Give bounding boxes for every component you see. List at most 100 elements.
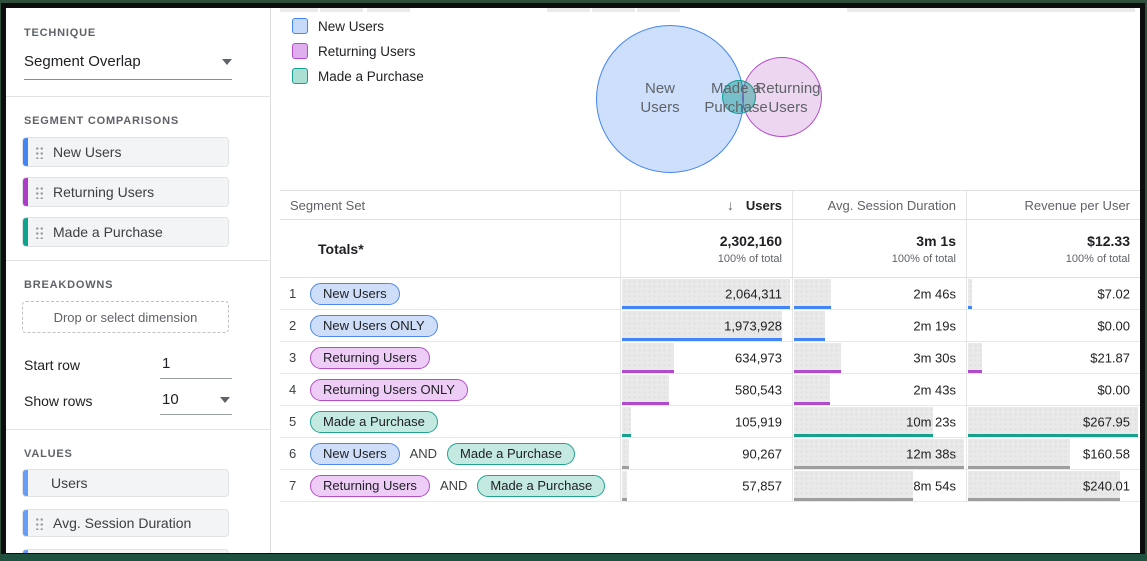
row-number: 4 xyxy=(289,382,297,397)
segment-pill[interactable]: New Users ONLY xyxy=(310,314,438,337)
value-color-bar xyxy=(23,470,28,496)
row-number: 7 xyxy=(289,478,297,493)
users-cell: 2,064,311 xyxy=(620,278,792,309)
values-label: VALUES xyxy=(24,448,73,460)
cut-off-chip-top xyxy=(280,8,318,12)
venn-legend: New Users Returning Users Made a Purchas… xyxy=(292,18,424,93)
users-cell: 580,543 xyxy=(620,374,792,405)
segment-comparisons-label: SEGMENT COMPARISONS xyxy=(24,115,179,127)
users-value: 1,973,928 xyxy=(724,318,782,333)
totals-revenue-percent: 100% of total xyxy=(1065,252,1130,265)
legend-item-made-a-purchase: Made a Purchase xyxy=(292,68,424,84)
revenue-value: $0.00 xyxy=(1097,382,1130,397)
data-bar xyxy=(794,311,826,341)
column-header-avg-session-duration[interactable]: Avg. Session Duration xyxy=(792,191,966,219)
row-number: 2 xyxy=(289,318,297,333)
data-bar xyxy=(622,407,631,437)
segment-chip-made-a-purchase[interactable]: Made a Purchase xyxy=(22,217,229,247)
revenue-cell: $7.02 xyxy=(966,278,1140,309)
explorer-content: TECHNIQUE Segment Overlap SEGMENT COMPAR… xyxy=(6,8,1140,553)
legend-item-returning-users: Returning Users xyxy=(292,43,424,59)
table-header-row: Segment Set ↓ Users Avg. Session Duratio… xyxy=(280,190,1140,220)
start-row-input[interactable]: 1 xyxy=(160,355,232,379)
segment-chip-returning-users[interactable]: Returning Users xyxy=(22,177,229,207)
column-header-label: Users xyxy=(745,197,782,213)
technique-dropdown[interactable]: Segment Overlap xyxy=(24,53,232,80)
data-bar xyxy=(622,279,790,309)
segment-pill[interactable]: Returning Users xyxy=(310,346,430,369)
duration-cell: 2m 43s xyxy=(792,374,966,405)
data-bar xyxy=(968,439,1070,469)
legend-label: Made a Purchase xyxy=(318,68,424,84)
venn-circle-made-a-purchase[interactable] xyxy=(722,80,756,114)
technique-section-label: TECHNIQUE xyxy=(24,27,96,39)
cut-off-chip-top xyxy=(592,8,635,12)
segment-pill[interactable]: Made a Purchase xyxy=(310,410,438,433)
revenue-cell: $160.58 xyxy=(966,438,1140,469)
drag-handle-icon[interactable] xyxy=(35,145,43,159)
legend-item-new-users: New Users xyxy=(292,18,424,34)
revenue-value: $267.95 xyxy=(1083,414,1130,429)
revenue-cell: $0.00 xyxy=(966,374,1140,405)
value-chip-avg-session-duration[interactable]: Avg. Session Duration xyxy=(22,509,229,537)
table-row: 5 Made a Purchase 105,919 10m 23s $267.9… xyxy=(280,406,1140,438)
segment-pill[interactable]: Returning Users xyxy=(310,474,430,497)
venn-circle-new-users[interactable] xyxy=(596,25,744,173)
users-value: 105,919 xyxy=(735,414,782,429)
column-header-segment-set[interactable]: Segment Set xyxy=(290,197,366,213)
duration-value: 2m 46s xyxy=(913,286,956,301)
segment-pill[interactable]: New Users xyxy=(310,442,400,465)
start-row-value: 1 xyxy=(162,355,171,372)
cut-off-chip-top xyxy=(847,8,1135,12)
totals-label: Totals* xyxy=(318,240,364,257)
breakdown-dropzone[interactable]: Drop or select dimension xyxy=(22,301,229,333)
revenue-cell: $0.00 xyxy=(966,310,1140,341)
segment-chip-new-users[interactable]: New Users xyxy=(22,137,229,167)
value-chip-partial[interactable] xyxy=(22,549,229,553)
totals-duration-value: 3m 1s xyxy=(916,232,956,249)
technique-value: Segment Overlap xyxy=(24,53,141,70)
segment-overlap-table: Segment Set ↓ Users Avg. Session Duratio… xyxy=(280,190,1140,502)
column-header-users[interactable]: ↓ Users xyxy=(620,191,792,219)
duration-value: 12m 38s xyxy=(906,446,956,461)
table-row: 6 New Users AND Made a Purchase 90,267 1… xyxy=(280,438,1140,470)
tab-settings-sidebar: TECHNIQUE Segment Overlap SEGMENT COMPAR… xyxy=(6,8,271,553)
value-chip-users[interactable]: Users xyxy=(22,469,229,497)
users-value: 580,543 xyxy=(735,382,782,397)
segment-pill[interactable]: Made a Purchase xyxy=(477,474,606,497)
data-bar xyxy=(622,471,627,501)
duration-cell: 3m 30s xyxy=(792,342,966,373)
show-rows-label: Show rows xyxy=(24,393,93,409)
value-color-bar xyxy=(23,550,28,553)
data-bar xyxy=(968,343,982,373)
duration-value: 2m 19s xyxy=(913,318,956,333)
totals-duration-cell: 3m 1s 100% of total xyxy=(792,220,966,277)
divider xyxy=(6,96,270,97)
table-row: 7 Returning Users AND Made a Purchase 57… xyxy=(280,470,1140,502)
table-row: 1 New Users 2,064,311 2m 46s $7.02 xyxy=(280,278,1140,310)
show-rows-select[interactable]: 10 xyxy=(160,391,232,415)
segment-pill[interactable]: New Users xyxy=(310,282,400,305)
segment-pill[interactable]: Returning Users ONLY xyxy=(310,378,468,401)
segment-pill[interactable]: Made a Purchase xyxy=(447,442,575,465)
duration-value: 3m 30s xyxy=(913,350,956,365)
chevron-down-icon xyxy=(220,396,230,403)
users-cell: 634,973 xyxy=(620,342,792,373)
value-color-bar xyxy=(23,510,28,536)
drag-handle-icon[interactable] xyxy=(35,516,43,530)
table-row: 4 Returning Users ONLY 580,543 2m 43s $0… xyxy=(280,374,1140,406)
column-header-revenue-per-user[interactable]: Revenue per User xyxy=(966,191,1140,219)
sort-descending-icon[interactable]: ↓ xyxy=(726,197,734,213)
divider xyxy=(6,429,270,430)
drag-handle-icon[interactable] xyxy=(35,225,43,239)
users-value: 634,973 xyxy=(735,350,782,365)
duration-cell: 8m 54s xyxy=(792,470,966,501)
duration-cell: 2m 46s xyxy=(792,278,966,309)
duration-cell: 2m 19s xyxy=(792,310,966,341)
totals-duration-percent: 100% of total xyxy=(891,252,956,265)
revenue-cell: $21.87 xyxy=(966,342,1140,373)
totals-users-value: 2,302,160 xyxy=(719,232,782,249)
duration-cell: 12m 38s xyxy=(792,438,966,469)
drag-handle-icon[interactable] xyxy=(35,185,43,199)
users-value: 57,857 xyxy=(742,478,782,493)
